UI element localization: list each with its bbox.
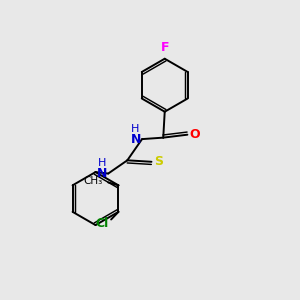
- Text: O: O: [190, 128, 200, 141]
- Text: N: N: [97, 167, 108, 180]
- Text: H: H: [131, 124, 140, 134]
- Text: F: F: [160, 41, 169, 54]
- Text: N: N: [131, 133, 142, 146]
- Text: S: S: [154, 155, 163, 168]
- Text: CH₃: CH₃: [83, 176, 102, 186]
- Text: Cl: Cl: [95, 217, 108, 230]
- Text: H: H: [98, 158, 106, 168]
